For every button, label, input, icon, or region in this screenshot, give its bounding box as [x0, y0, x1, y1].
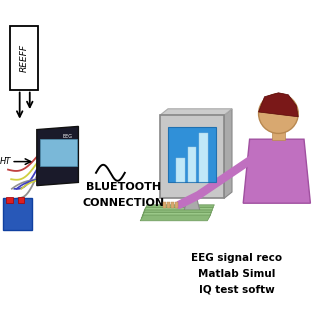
Polygon shape: [140, 215, 211, 221]
Bar: [168, 127, 216, 182]
Text: EEG: EEG: [62, 133, 72, 139]
Bar: [171, 202, 174, 208]
Polygon shape: [224, 109, 232, 198]
Polygon shape: [144, 205, 214, 211]
Bar: [6, 197, 13, 203]
Bar: [176, 157, 185, 182]
Polygon shape: [37, 126, 78, 186]
Bar: [167, 202, 170, 208]
Bar: [160, 115, 224, 198]
Bar: [40, 139, 77, 166]
Text: EEG signal reco: EEG signal reco: [191, 252, 282, 263]
Polygon shape: [243, 139, 310, 203]
Bar: [163, 202, 166, 208]
Polygon shape: [184, 198, 200, 211]
Bar: [10, 26, 38, 90]
Bar: [18, 197, 24, 203]
Bar: [188, 147, 196, 182]
Circle shape: [259, 94, 298, 133]
Bar: [272, 130, 285, 140]
Text: REEFF: REEFF: [20, 44, 28, 72]
Polygon shape: [142, 210, 212, 216]
Text: CONNECTION: CONNECTION: [82, 198, 164, 208]
Text: HT: HT: [0, 157, 12, 166]
Bar: [175, 202, 178, 208]
Text: BLUETOOTH: BLUETOOTH: [86, 182, 161, 192]
Bar: [174, 210, 210, 214]
Text: IQ test softw: IQ test softw: [199, 284, 275, 295]
Polygon shape: [259, 93, 298, 117]
Polygon shape: [160, 109, 232, 115]
Polygon shape: [141, 212, 212, 218]
Bar: [3, 198, 32, 230]
Polygon shape: [143, 207, 213, 213]
Bar: [199, 133, 208, 182]
Text: Matlab Simul: Matlab Simul: [198, 268, 276, 279]
